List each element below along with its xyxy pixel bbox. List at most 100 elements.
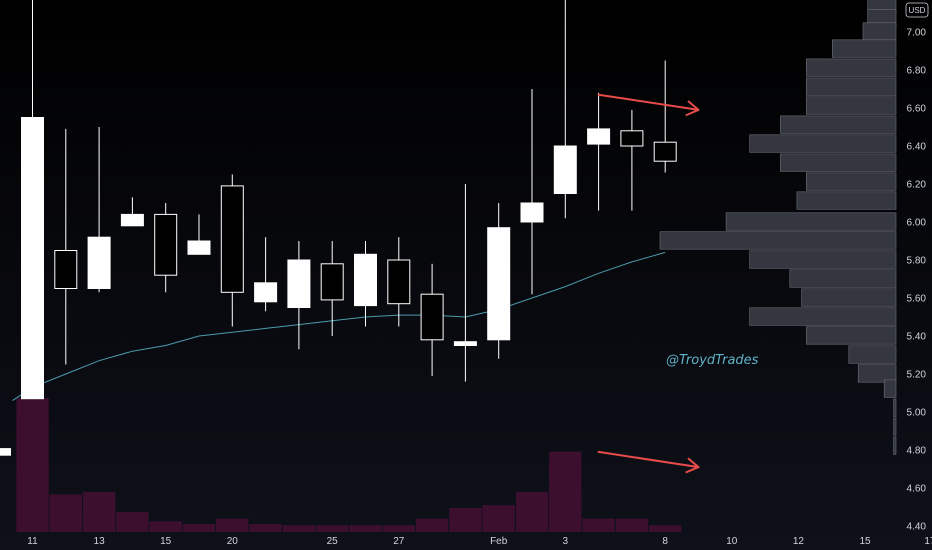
volume-profile-bar [780, 153, 897, 172]
volume-bar [349, 525, 382, 532]
y-tick-label: 6.40 [907, 142, 927, 153]
x-tick-label: 15 [859, 536, 871, 547]
candle-body [187, 240, 211, 255]
x-tick-label: 15 [160, 536, 172, 547]
volume-profile-bar [831, 39, 897, 58]
candle-body [254, 282, 278, 303]
volume-profile [659, 0, 897, 455]
svg-text:USD: USD [909, 6, 926, 15]
candle [154, 203, 178, 293]
candle [487, 203, 511, 359]
volume-bar [216, 518, 249, 532]
y-tick-label: 4.40 [907, 522, 927, 533]
volume-profile-bar [659, 231, 897, 250]
volume-profile-bar [893, 436, 897, 455]
candle-body [320, 263, 344, 301]
candle [54, 128, 78, 365]
candle-body [620, 130, 644, 147]
volume-profile-bar [801, 288, 897, 307]
candle [453, 184, 477, 382]
volume-profile-bar [805, 326, 897, 345]
volume-bar [582, 518, 615, 532]
x-tick-label: 13 [94, 536, 106, 547]
volume-profile-bar [857, 364, 897, 383]
arrow-head [685, 100, 700, 116]
arrow-shaft [597, 93, 700, 111]
candle-body [487, 227, 511, 341]
x-tick-label: 17 [924, 536, 932, 547]
volume-bar [382, 525, 415, 532]
volume-bar [316, 525, 349, 532]
candle-partial [0, 448, 11, 456]
x-tick-label: 27 [393, 536, 405, 547]
candle-body [420, 293, 444, 341]
x-tick-label: 8 [662, 536, 668, 547]
candle [387, 237, 411, 327]
candle-body [54, 250, 78, 289]
annotation-arrow [597, 93, 700, 116]
x-tick-label: 10 [726, 536, 738, 547]
candle [287, 241, 311, 350]
x-tick-label: 3 [563, 536, 569, 547]
y-tick-label: 6.60 [907, 104, 927, 115]
candle-body [587, 128, 611, 145]
volume-bar [49, 494, 82, 532]
volume-profile-bar [893, 417, 897, 436]
volume-bar [249, 524, 282, 532]
volume-bar [116, 511, 149, 532]
x-tick-label: 25 [327, 536, 339, 547]
x-tick-label: 12 [793, 536, 805, 547]
candle [653, 60, 677, 173]
currency-badge: USD [905, 2, 929, 18]
y-tick-label: 5.60 [907, 294, 927, 305]
candle [420, 263, 444, 376]
candle [620, 109, 644, 211]
volume-profile-bar [749, 134, 897, 153]
y-tick-label: 7.00 [907, 28, 927, 39]
candle-body [120, 213, 144, 227]
candle [87, 127, 111, 293]
candle [587, 92, 611, 211]
candle [553, 0, 577, 219]
volume-profile-bar [725, 212, 897, 231]
volume-profile-bar [749, 307, 897, 326]
candle [187, 214, 211, 255]
candle-body [553, 145, 577, 194]
arrow-shaft [597, 450, 700, 469]
volume-bar [549, 451, 582, 532]
annotation-arrows [597, 93, 700, 474]
volume-profile-bar [805, 172, 897, 191]
y-tick-label: 5.00 [907, 408, 927, 419]
volume-bar [16, 398, 49, 532]
candle-body [387, 259, 411, 305]
candle [354, 241, 377, 327]
volume-profile-bar [749, 250, 897, 269]
x-tick-label: Feb [490, 536, 508, 547]
arrow-head [685, 457, 700, 474]
volume-bar [649, 525, 682, 532]
x-tick-label: 11 [27, 536, 38, 547]
candle-body [287, 259, 311, 308]
volume-profile-bar [796, 191, 897, 210]
volume-bar [149, 521, 182, 532]
volume-bar [415, 518, 449, 532]
volume-profile-bar [805, 58, 897, 77]
volume-bar [449, 507, 482, 532]
annotation-arrow [597, 450, 700, 474]
candle [320, 241, 344, 336]
time-axis[interactable]: 11 13 15 20 25 27 Feb 3 8 10 12 15 17 [27, 536, 932, 547]
volume-bars [16, 398, 682, 532]
candle-body [21, 117, 44, 400]
price-axis[interactable]: 4.40 4.60 4.80 5.00 5.20 5.40 5.60 5.80 6.00 6.20… [907, 28, 927, 533]
x-tick-label: 20 [227, 536, 239, 547]
y-tick-label: 5.20 [907, 370, 927, 381]
y-tick-label: 4.60 [907, 484, 927, 495]
candle-body [220, 185, 244, 293]
volume-profile-bar [848, 345, 897, 364]
candle-body [653, 141, 677, 162]
volume-bar [82, 491, 116, 532]
candle [21, 0, 44, 400]
volume-profile-bar [883, 379, 897, 398]
candle-body [520, 202, 544, 223]
